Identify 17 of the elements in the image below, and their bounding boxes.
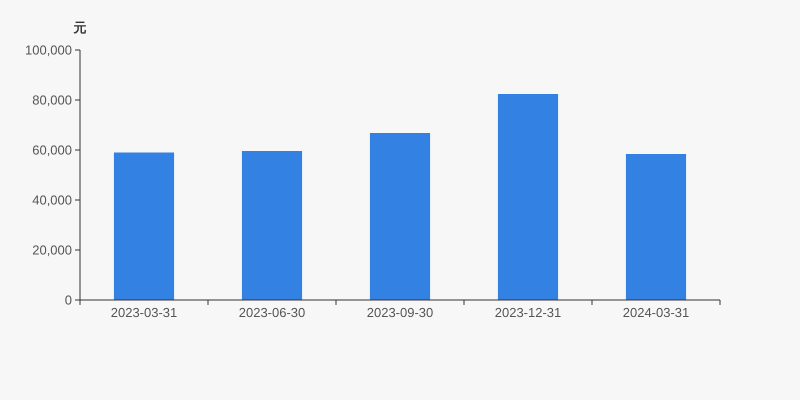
bar	[242, 151, 302, 300]
bar	[498, 94, 558, 300]
x-tick-label: 2023-03-31	[110, 305, 178, 320]
bar	[370, 133, 430, 300]
y-tick-label: 100,000	[25, 42, 72, 58]
y-tick-label: 0	[64, 292, 72, 308]
y-tick-label: 80,000	[32, 92, 72, 108]
bar	[114, 152, 174, 300]
x-tick-label: 2023-06-30	[238, 305, 306, 320]
x-tick-label: 2023-12-31	[494, 305, 562, 320]
y-tick-label: 40,000	[32, 192, 72, 208]
y-tick-label: 20,000	[32, 242, 72, 258]
y-tick-label: 60,000	[32, 142, 72, 158]
y-axis-title: 元	[72, 20, 86, 35]
x-tick-label: 2023-09-30	[366, 305, 434, 320]
x-tick-label: 2024-03-31	[622, 305, 690, 320]
bar	[626, 154, 686, 300]
